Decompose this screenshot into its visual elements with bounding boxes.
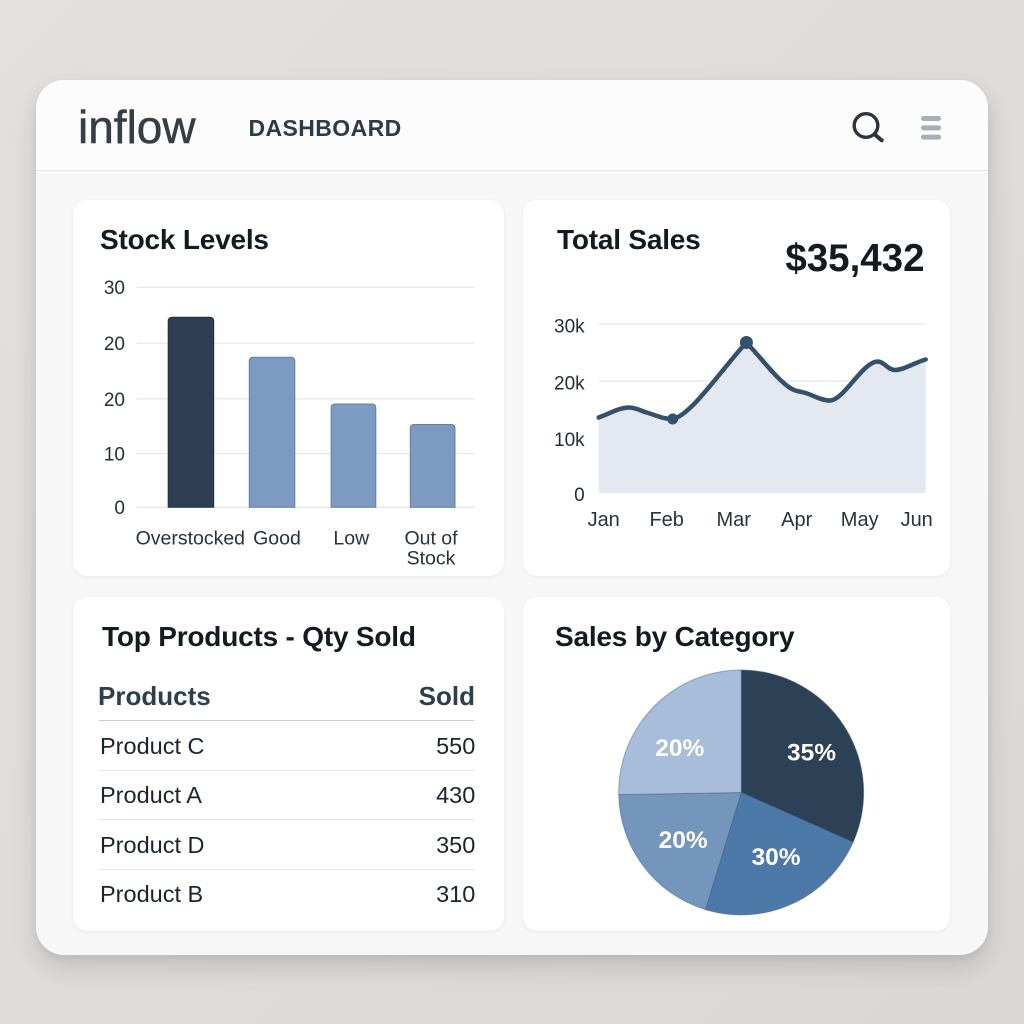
svg-text:Mar: Mar <box>716 509 751 531</box>
svg-text:20: 20 <box>104 390 125 411</box>
svg-text:Jan: Jan <box>588 509 620 531</box>
svg-text:Apr: Apr <box>781 509 812 531</box>
svg-text:May: May <box>841 509 879 531</box>
svg-text:Stock: Stock <box>407 548 456 570</box>
svg-text:0: 0 <box>574 485 585 506</box>
svg-text:Good: Good <box>253 528 301 550</box>
svg-text:30k: 30k <box>554 317 585 338</box>
svg-text:20%: 20% <box>659 827 708 854</box>
svg-text:Out of: Out of <box>404 528 458 550</box>
svg-text:20k: 20k <box>554 374 585 395</box>
svg-text:Low: Low <box>333 528 370 550</box>
svg-text:30%: 30% <box>751 844 800 871</box>
svg-text:30: 30 <box>104 278 125 299</box>
svg-text:20%: 20% <box>655 735 704 762</box>
svg-text:0: 0 <box>114 498 125 519</box>
svg-text:35%: 35% <box>787 739 836 766</box>
svg-text:Jun: Jun <box>901 509 933 531</box>
svg-text:20: 20 <box>104 334 125 355</box>
svg-text:10k: 10k <box>554 430 585 451</box>
svg-text:Overstocked: Overstocked <box>136 528 245 550</box>
svg-text:Feb: Feb <box>649 509 683 531</box>
svg-text:10: 10 <box>104 444 125 465</box>
